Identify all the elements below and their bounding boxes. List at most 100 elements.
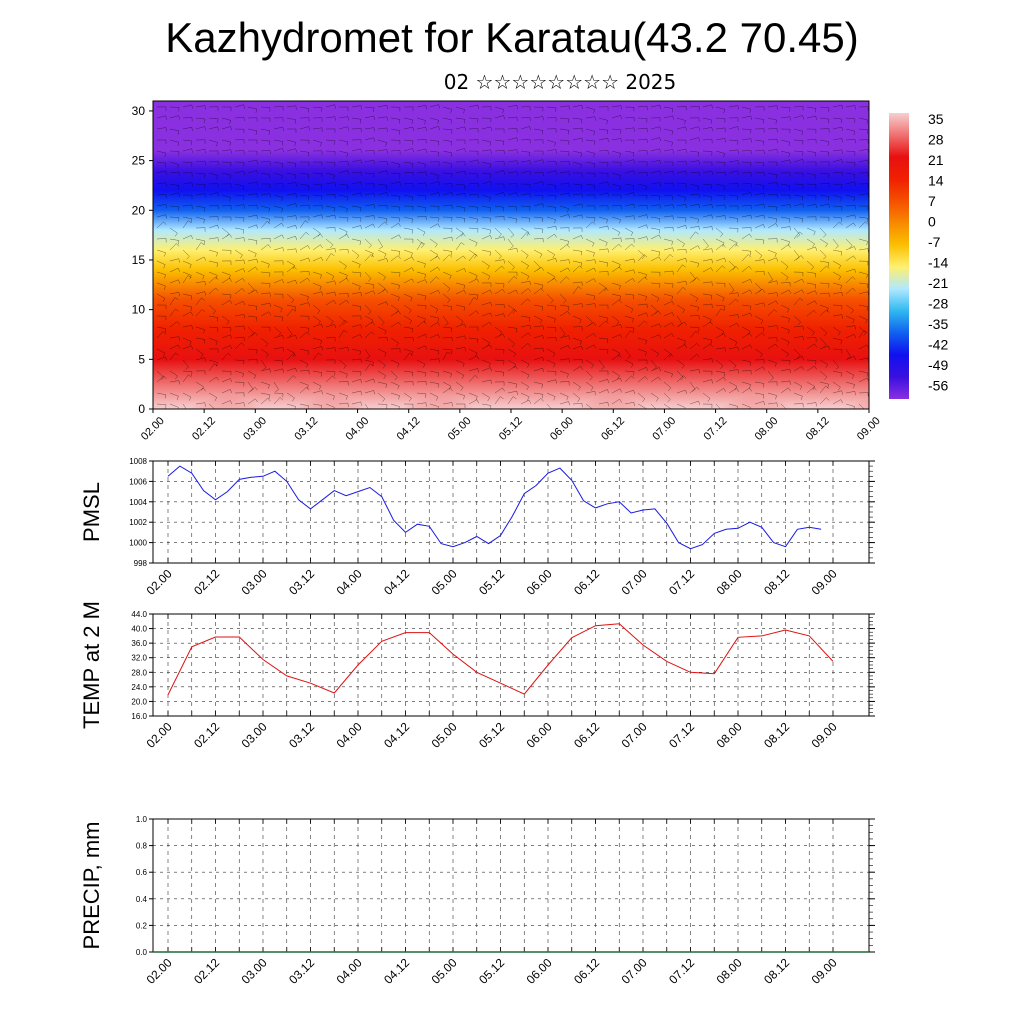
x-tick-label: 04.12: [381, 566, 412, 597]
x-tick-label: 04.00: [334, 719, 365, 750]
x-tick-label: 08.00: [714, 719, 745, 750]
colorbar-label: -14: [928, 255, 948, 271]
x-tick-label: 07.00: [650, 415, 678, 443]
y-tick-label: 20.0: [131, 697, 147, 706]
y-tick-label: 5: [138, 352, 145, 366]
x-tick-label: 02.12: [190, 415, 218, 443]
colorbar-label: -49: [928, 357, 948, 373]
chart-title: Kazhydromet for Karatau(43.2 70.45): [165, 14, 859, 61]
y-tick-label: 16.0: [131, 712, 147, 721]
colorbar-scale: [889, 113, 909, 399]
colorbar-label: 28: [928, 132, 944, 148]
x-tick-label: 06.12: [599, 415, 627, 443]
x-tick-label: 02.00: [144, 955, 175, 986]
x-tick-label: 02.00: [144, 566, 175, 597]
x-tick-label: 03.12: [286, 719, 317, 750]
colorbar-label: -28: [928, 296, 948, 312]
y-tick-label: 1008: [129, 457, 147, 466]
colorbar-label: 14: [928, 173, 944, 189]
x-tick-label: 08.00: [714, 955, 745, 986]
x-tick-label: 08.12: [804, 415, 832, 443]
x-tick-label: 07.12: [701, 415, 729, 443]
x-tick-label: 04.00: [334, 955, 365, 986]
x-tick-label: 07.12: [666, 719, 697, 750]
surface-warm-bulge: [554, 337, 671, 409]
x-tick-label: 07.12: [666, 566, 697, 597]
x-tick-label: 08.00: [753, 415, 781, 443]
y-tick-label: 1006: [129, 477, 147, 486]
x-tick-label: 04.00: [334, 566, 365, 597]
surface-warm-bulge: [168, 337, 285, 409]
y-tick-label: 0.8: [136, 842, 148, 851]
x-tick-label: 04.12: [381, 955, 412, 986]
x-tick-label: 03.00: [241, 415, 269, 443]
panel-frame: [152, 613, 870, 717]
y-tick-label: 44.0: [131, 610, 147, 619]
y-tick-label: 998: [134, 559, 148, 568]
x-tick-label: 06.12: [571, 566, 602, 597]
colorbar: 35 28 21 14 7 0 -7 -14 -21 -28 -35 -42 -49 -56: [889, 111, 948, 399]
x-tick-label: 02.12: [191, 955, 222, 986]
x-tick-label: 04.12: [381, 719, 412, 750]
y-tick-label: 0: [138, 402, 145, 416]
x-tick-label: 06.12: [571, 955, 602, 986]
chart-subtitle: 02 ☆☆☆☆☆☆☆☆ 2025: [443, 70, 677, 94]
y-tick-label: 1002: [129, 518, 147, 527]
y-tick-label: 10: [132, 303, 146, 317]
x-tick-label: 09.00: [809, 719, 840, 750]
x-tick-label: 03.00: [239, 719, 270, 750]
y-tick-label: 32.0: [131, 654, 147, 663]
x-tick-label: 07.12: [666, 955, 697, 986]
colorbar-label: -56: [928, 378, 948, 394]
colorbar-label: -42: [928, 337, 948, 353]
y-tick-label: 1000: [129, 539, 147, 548]
x-tick-label: 06.00: [524, 566, 555, 597]
colorbar-label: -35: [928, 316, 948, 332]
y-axis-label: PRECIP, mm: [79, 822, 104, 950]
y-tick-label: 1004: [129, 498, 147, 507]
x-tick-label: 05.12: [476, 955, 507, 986]
x-tick-label: 08.12: [761, 566, 792, 597]
x-tick-label: 03.00: [239, 955, 270, 986]
y-tick-label: 1.0: [136, 815, 148, 824]
x-tick-label: 07.00: [619, 955, 650, 986]
x-tick-label: 05.12: [476, 719, 507, 750]
y-axis-label: TEMP at 2 M: [79, 601, 104, 729]
precip-panel: 0.0 0.2 0.4 0.6 0.8 1.0 PRECIP, mm 02.00 02.12 03…: [79, 815, 875, 987]
y-tick-label: 0.4: [136, 895, 148, 904]
temp-2m-series-line: [167, 623, 834, 696]
x-tick-label: 02.12: [191, 566, 222, 597]
pmsl-panel: 998 1000 1002 1004 1006 1008 PMSL 02.00 02.12 03.…: [79, 457, 875, 598]
x-tick-label: 03.12: [292, 415, 320, 443]
y-tick-label: 0.2: [136, 921, 148, 930]
x-tick-label: 02.00: [139, 415, 167, 443]
x-tick-label: 04.12: [395, 415, 423, 443]
y-tick-label: 15: [132, 253, 146, 267]
y-tick-label: 40.0: [131, 625, 147, 634]
temp-2m-panel: 16.0 20.0 24.0 28.0 32.0 36.0 40.0 44.0 TEMP at …: [79, 601, 875, 751]
colorbar-label: -7: [928, 234, 941, 250]
x-tick-label: 07.00: [619, 566, 650, 597]
colorbar-label: 0: [928, 214, 936, 230]
y-tick-label: 36.0: [131, 639, 147, 648]
surface-warm-bulge: [825, 339, 869, 409]
x-tick-label: 09.00: [809, 566, 840, 597]
colorbar-label: 21: [928, 152, 944, 168]
x-tick-label: 05.00: [446, 415, 474, 443]
x-tick-label: 05.00: [429, 719, 460, 750]
x-tick-label: 09.00: [855, 415, 883, 443]
panel-frame: [152, 460, 870, 564]
x-tick-label: 08.12: [761, 719, 792, 750]
pmsl-series-line: [167, 465, 822, 550]
x-tick-label: 06.00: [548, 415, 576, 443]
x-tick-label: 05.12: [476, 566, 507, 597]
y-tick-label: 0.6: [136, 868, 148, 877]
colorbar-label: 35: [928, 111, 944, 127]
x-tick-label: 08.12: [761, 955, 792, 986]
x-tick-label: 06.00: [524, 719, 555, 750]
wind-barbs: [156, 104, 869, 409]
surface-warm-bulge: [697, 337, 814, 409]
x-tick-label: 03.12: [286, 566, 317, 597]
x-tick-label: 08.00: [714, 566, 745, 597]
